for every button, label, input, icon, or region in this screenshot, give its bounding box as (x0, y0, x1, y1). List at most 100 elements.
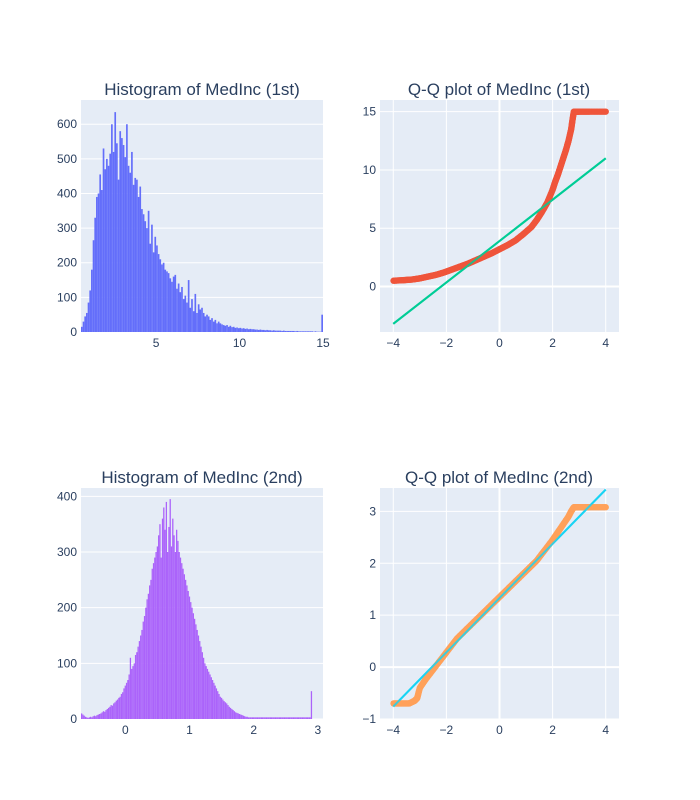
histogram-bar (305, 717, 307, 719)
histogram-bar (101, 190, 103, 332)
histogram-bar (172, 276, 175, 332)
histogram-bar (267, 330, 270, 332)
histogram-bar (125, 682, 128, 719)
histogram-bar (204, 663, 206, 719)
histogram-bar (218, 693, 220, 719)
histogram-bar (309, 331, 312, 332)
x-tick-label: 1 (186, 723, 193, 737)
histogram-bar (297, 717, 300, 719)
histogram-bar (209, 319, 212, 332)
histogram-bar (222, 699, 224, 719)
x-tick-label: 0 (122, 723, 129, 737)
histogram-bar (309, 717, 311, 719)
histogram-bar (118, 697, 120, 719)
histogram-bar (174, 552, 177, 719)
histogram-bar (120, 693, 123, 719)
histogram-bar (109, 706, 111, 719)
histogram-bar (227, 705, 229, 719)
y-tick-label: 1 (369, 608, 376, 622)
histogram-bar (214, 685, 216, 719)
histogram-bar (128, 674, 130, 719)
histogram-bar (152, 563, 155, 719)
histogram-bar (159, 259, 162, 332)
histogram-bar (229, 707, 232, 719)
x-tick-label: 2 (549, 336, 556, 350)
histogram-bar (234, 327, 237, 332)
histogram-bar (165, 501, 168, 719)
histogram-bar (256, 717, 259, 719)
histogram-bar (302, 331, 305, 332)
y-tick-label: 0 (70, 712, 77, 726)
histogram-bar (196, 312, 198, 332)
histogram-bar (167, 273, 170, 332)
histogram-bar (233, 711, 236, 719)
histogram-bar (206, 314, 208, 332)
histogram-bar (210, 677, 212, 719)
histogram-bar (301, 717, 304, 719)
x-tick-label: 10 (233, 336, 247, 350)
histogram-bar (105, 710, 107, 719)
histogram-bar (227, 326, 230, 332)
histogram-bar (244, 328, 247, 332)
histogram-bar (92, 716, 94, 719)
x-tick-label: −4 (386, 336, 400, 350)
y-tick-label: −1 (362, 712, 376, 726)
histogram-bar (177, 540, 179, 719)
histogram-bar (181, 286, 183, 332)
histogram-bar (263, 717, 265, 719)
histogram-bar (136, 179, 138, 332)
histogram-bar (161, 264, 163, 332)
y-tick-label: 100 (57, 656, 77, 670)
histogram-bar (206, 668, 209, 719)
histogram-bar (193, 618, 196, 719)
histogram-bar (176, 288, 178, 332)
histogram-bar (154, 236, 157, 332)
x-tick-label: −4 (386, 723, 400, 737)
histogram-bar (116, 143, 118, 332)
histogram-bar (277, 717, 279, 719)
histogram-bar (287, 330, 290, 332)
histogram-bar (138, 641, 141, 719)
histogram-bar (160, 557, 162, 719)
histogram-bar (261, 329, 263, 332)
histogram-bar (102, 711, 105, 719)
histogram-bar (277, 330, 280, 332)
histogram-bar (96, 715, 98, 719)
histogram-bar (239, 327, 242, 332)
reference-line (392, 488, 607, 708)
histogram-bar (214, 319, 217, 332)
histogram-bar (106, 158, 108, 332)
histogram-bar (159, 524, 161, 719)
histogram-bar (151, 568, 153, 719)
qq-1st-panel: Q-Q plot of MedInc (1st) 0 5 10 15 −4 −2 0 2 4 (363, 80, 619, 350)
histogram-2nd-panel: Histogram of MedInc (2nd) 0 100 200 300 400 0… (57, 468, 323, 737)
x-tick-label: 4 (602, 336, 609, 350)
histogram-bar (226, 325, 228, 332)
histogram-bar (161, 518, 164, 719)
x-tick-label: −2 (440, 336, 454, 350)
histogram-bar (205, 666, 207, 719)
y-tick-label: 5 (369, 221, 376, 235)
histogram-bar (201, 307, 203, 332)
y-tick-label: 2 (369, 556, 376, 570)
histogram-bar (202, 312, 205, 332)
histogram-bar (176, 529, 178, 719)
histogram-bar (178, 552, 180, 719)
histogram-bar (87, 717, 89, 719)
histogram-bar (164, 269, 167, 332)
histogram-bar (296, 717, 298, 719)
histogram-bar (171, 281, 173, 332)
histogram-bar (249, 717, 251, 719)
histogram-bar (286, 330, 288, 332)
histogram-bar (226, 703, 228, 719)
histogram-bar (279, 330, 282, 332)
histogram-bar (240, 714, 242, 719)
histogram-bar (187, 280, 190, 332)
histogram-bar (294, 331, 297, 332)
histogram-bar (150, 579, 152, 719)
histogram-bar (111, 124, 113, 333)
histogram-bar (242, 715, 245, 719)
y-tick-label: 3 (369, 504, 376, 518)
y-tick-label: 400 (57, 489, 77, 503)
